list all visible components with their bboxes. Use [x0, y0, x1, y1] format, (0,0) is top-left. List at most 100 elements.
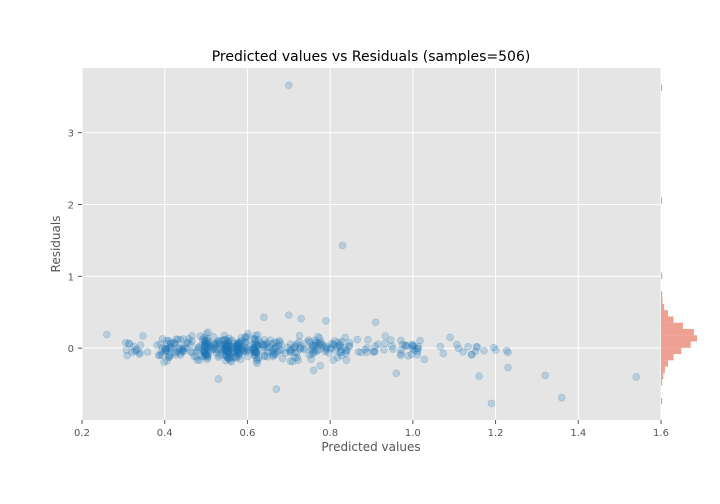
data-point — [235, 345, 244, 353]
data-point — [251, 341, 260, 350]
data-point — [222, 342, 231, 351]
data-point — [275, 338, 284, 347]
histogram-bar — [661, 347, 682, 355]
data-point — [203, 355, 211, 364]
data-point — [232, 345, 240, 354]
data-point — [234, 348, 243, 357]
data-point — [250, 346, 259, 355]
data-point — [188, 348, 196, 357]
data-point — [251, 348, 260, 357]
histogram-bar — [661, 297, 663, 304]
data-point — [202, 344, 211, 353]
data-point — [197, 352, 206, 361]
data-point — [309, 341, 317, 350]
data-point — [242, 348, 251, 357]
data-point — [200, 336, 209, 345]
data-point — [250, 334, 259, 343]
data-point — [316, 361, 325, 370]
data-point — [288, 357, 297, 366]
data-point — [220, 331, 229, 340]
data-point — [369, 347, 378, 356]
data-point — [166, 343, 175, 351]
data-point — [224, 346, 233, 354]
data-point — [229, 347, 238, 356]
data-point — [272, 338, 281, 346]
data-point — [314, 346, 323, 354]
data-point — [201, 351, 210, 360]
data-point — [269, 348, 277, 357]
data-point — [296, 341, 305, 350]
data-point — [221, 346, 230, 355]
data-point — [392, 369, 401, 378]
data-point — [161, 345, 170, 354]
data-point — [215, 339, 223, 348]
data-point — [329, 356, 338, 364]
data-point — [269, 351, 278, 359]
data-point — [225, 353, 234, 361]
data-point — [210, 341, 219, 349]
data-point — [221, 344, 229, 352]
data-point — [295, 331, 304, 340]
data-point — [480, 346, 488, 355]
data-point — [215, 352, 224, 360]
data-point — [293, 348, 301, 357]
data-point — [202, 339, 211, 347]
data-point — [303, 338, 311, 346]
data-point — [165, 351, 173, 359]
data-point — [300, 345, 309, 354]
data-point — [260, 313, 268, 322]
data-point — [297, 314, 305, 323]
data-point — [250, 345, 259, 353]
data-point — [254, 355, 262, 364]
data-point — [326, 345, 335, 353]
data-point — [166, 344, 174, 352]
data-point — [504, 348, 512, 357]
data-point — [237, 344, 245, 353]
data-point — [221, 336, 229, 345]
data-point — [354, 347, 363, 356]
data-point — [222, 342, 230, 350]
data-point — [214, 353, 223, 361]
data-point — [249, 344, 258, 353]
data-point — [202, 351, 210, 359]
data-point — [176, 336, 185, 344]
data-point — [235, 351, 243, 360]
data-point — [225, 344, 234, 352]
data-point — [132, 347, 141, 355]
data-point — [254, 341, 262, 349]
histogram-bar — [661, 310, 669, 317]
histogram-bar — [661, 360, 669, 367]
data-point — [122, 346, 131, 354]
data-point — [196, 356, 204, 364]
data-point — [172, 335, 181, 343]
data-point — [311, 348, 319, 356]
data-point — [221, 339, 229, 348]
data-point — [371, 318, 380, 327]
data-point — [206, 342, 215, 351]
data-point — [170, 339, 179, 347]
data-point — [200, 348, 209, 356]
histogram-bar — [661, 379, 663, 386]
data-point — [225, 341, 233, 350]
data-point — [387, 336, 395, 344]
data-point — [201, 336, 210, 344]
data-point — [446, 333, 454, 342]
data-point — [194, 343, 203, 352]
data-point — [452, 340, 461, 349]
data-point — [224, 349, 233, 358]
data-point — [381, 332, 390, 340]
data-point — [222, 345, 231, 353]
data-point — [242, 346, 251, 355]
data-point — [242, 345, 251, 353]
data-point — [201, 349, 210, 358]
data-point — [336, 340, 345, 348]
x-axis-ticks: 0.2 0.4 0.6 0.8 1.0 1.2 1.4 1.6 — [74, 420, 669, 439]
data-point — [234, 339, 242, 348]
data-point — [338, 337, 346, 346]
data-point — [203, 353, 212, 362]
data-point — [260, 340, 268, 349]
data-point — [188, 337, 196, 345]
data-point — [287, 346, 296, 354]
residual-histogram — [661, 84, 697, 405]
data-point — [270, 338, 279, 347]
